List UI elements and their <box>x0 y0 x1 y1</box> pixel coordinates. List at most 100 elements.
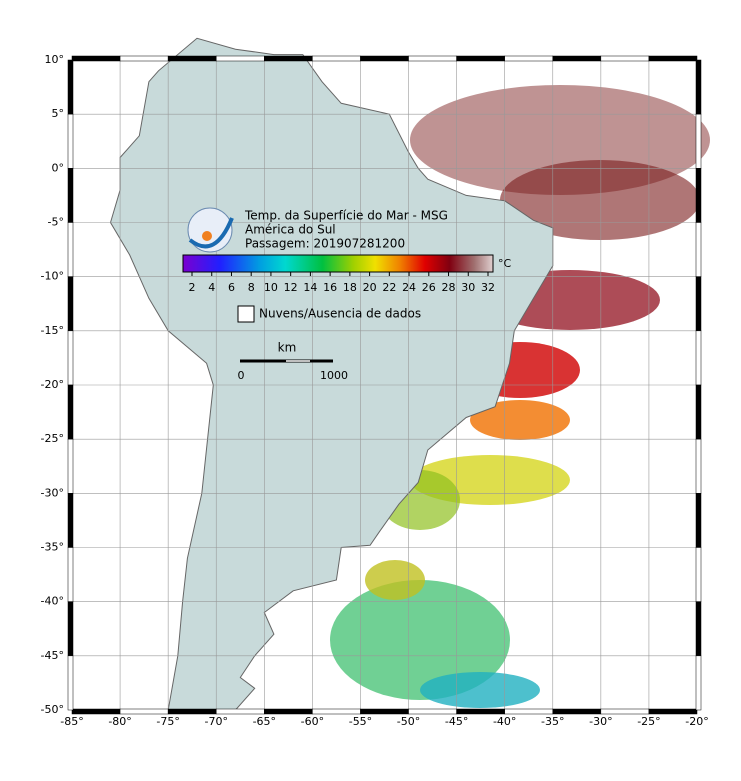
colorbar-ticks: 2 4 6 8 10 12 14 16 18 20 22 24 26 28 30 32 <box>189 272 495 294</box>
logo <box>187 207 233 253</box>
colorbar-tick-label: 10 <box>264 281 278 294</box>
colorbar-tick-label: 14 <box>303 281 317 294</box>
colorbar-unit: °C <box>498 257 512 270</box>
lon-label: -70° <box>204 715 227 728</box>
colorbar-tick-label: 2 <box>189 281 196 294</box>
frame-segment <box>695 384 702 440</box>
frame-segment <box>360 708 409 715</box>
logo-arrow <box>188 217 234 249</box>
colorbar-tick-label: 32 <box>481 281 495 294</box>
frame-segment <box>600 55 650 62</box>
frame-segment <box>167 55 217 62</box>
frame-segment <box>456 708 505 715</box>
colorbar-tick-label: 4 <box>208 281 215 294</box>
frame-segment <box>67 547 74 602</box>
region: América do Sul <box>245 223 336 237</box>
lon-label: -55° <box>349 715 372 728</box>
colorbar-tick-label: 18 <box>343 281 357 294</box>
lat-label: -40° <box>41 595 64 608</box>
frame-segment <box>71 55 121 62</box>
scale-unit: km <box>278 341 297 355</box>
cloud-swatch <box>237 305 255 323</box>
colorbar-tick-label: 22 <box>382 281 396 294</box>
lon-label: -80° <box>108 715 131 728</box>
frame-segment <box>67 493 74 548</box>
south-america <box>109 37 554 711</box>
frame-segment <box>504 708 554 715</box>
lon-label: -65° <box>253 715 276 728</box>
frame-segment <box>695 601 702 657</box>
frame-segment <box>552 55 602 62</box>
frame-segment <box>264 55 313 62</box>
frame-segment <box>408 708 457 715</box>
lat-label: 5° <box>52 107 65 120</box>
scale-label: 0 <box>238 369 245 382</box>
frame-segment <box>67 113 74 169</box>
logo-dot <box>202 231 212 241</box>
lon-label: -45° <box>445 715 468 728</box>
colorbar-tick-label: 12 <box>284 281 298 294</box>
pass: Passagem: 201907281200 <box>245 237 405 251</box>
frame-segment <box>67 655 74 711</box>
frame-segment <box>67 601 74 657</box>
colorbar-tick-label: 26 <box>422 281 436 294</box>
frame-segment <box>456 55 505 62</box>
colorbar-tick-label: 30 <box>461 281 475 294</box>
lat-label: -50° <box>41 703 64 716</box>
frame-segment <box>67 276 74 332</box>
frame-segment <box>67 330 74 386</box>
colorbar-tick-label: 24 <box>402 281 416 294</box>
colorbar-tick-label: 8 <box>248 281 255 294</box>
frame-segment <box>264 708 313 715</box>
lat-label: -25° <box>41 432 64 445</box>
frame-segment <box>119 708 169 715</box>
lon-label: -85° <box>60 715 83 728</box>
colorbar-tick-label: 28 <box>442 281 456 294</box>
lat-label: 0° <box>52 161 65 174</box>
colorbar-tick-label: 20 <box>363 281 377 294</box>
lat-label: -20° <box>41 378 64 391</box>
lon-label: -60° <box>301 715 324 728</box>
map-frame <box>67 55 702 715</box>
frame-segment <box>648 55 698 62</box>
frame-segment <box>695 330 702 386</box>
frame-segment <box>695 547 702 602</box>
lat-label: -10° <box>41 270 64 283</box>
lat-label: -35° <box>41 541 64 554</box>
frame-segment <box>67 438 74 494</box>
lon-label: -20° <box>685 715 708 728</box>
frame-segment <box>215 708 265 715</box>
lon-label: -30° <box>589 715 612 728</box>
colorbar <box>182 254 494 273</box>
frame-segment <box>600 708 650 715</box>
frame-segment <box>408 55 457 62</box>
lat-label: -30° <box>41 486 64 499</box>
frame-segment <box>71 708 121 715</box>
title: Temp. da Superfície do Mar - MSG <box>244 209 448 223</box>
frame-segment <box>695 438 702 494</box>
lat-label: -15° <box>41 324 64 337</box>
frame-segment <box>360 55 409 62</box>
frame-segment <box>552 708 602 715</box>
frame-segment <box>648 708 698 715</box>
lat-label: -45° <box>41 649 64 662</box>
frame-segment <box>67 168 74 223</box>
colorbar-tick-label: 6 <box>228 281 235 294</box>
frame-segment <box>119 55 169 62</box>
frame-segment <box>504 55 554 62</box>
lon-label: -50° <box>397 715 420 728</box>
frame-segment <box>695 113 702 169</box>
frame-segment <box>695 222 702 277</box>
lat-label: -5° <box>48 216 64 229</box>
frame-segment <box>695 276 702 332</box>
cloud-legend: Nuvens/Ausencia de dados <box>259 307 421 321</box>
frame-segment <box>312 55 361 62</box>
frame-segment <box>695 493 702 548</box>
lon-label: -75° <box>156 715 179 728</box>
frame-segment <box>67 384 74 440</box>
lat-label: 10° <box>45 53 65 66</box>
lon-label: -35° <box>541 715 564 728</box>
frame-segment <box>695 655 702 711</box>
frame-segment <box>67 59 74 115</box>
